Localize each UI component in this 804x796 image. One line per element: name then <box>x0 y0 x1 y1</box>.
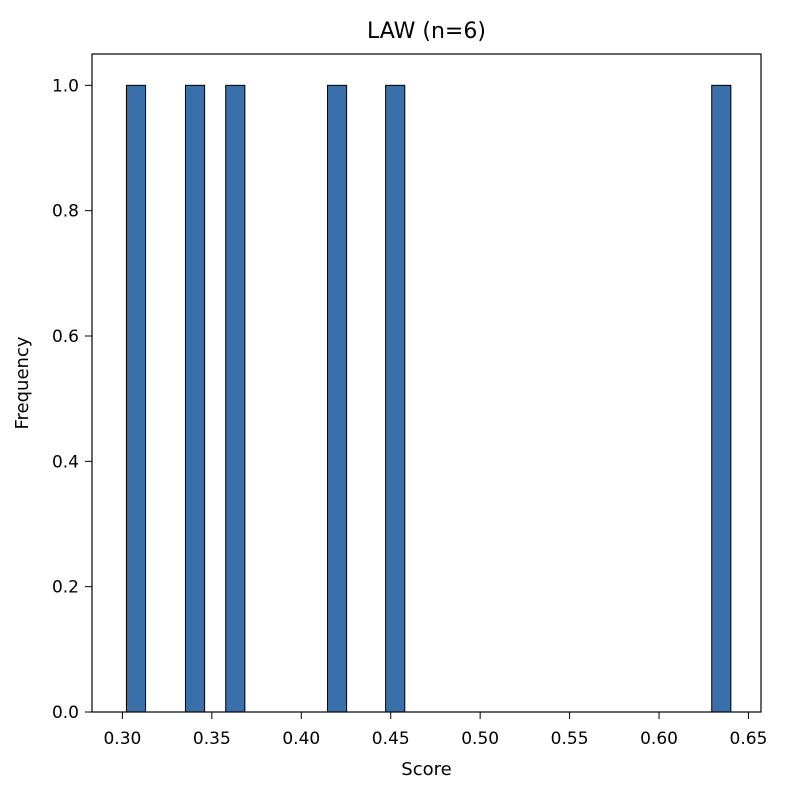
bar-4 <box>326 84 348 713</box>
x-tick-label: 0.40 <box>282 729 320 749</box>
x-axis-label: Score <box>401 759 451 780</box>
y-tick-label: 0.4 <box>52 452 79 472</box>
y-tick-label: 0.6 <box>52 327 79 347</box>
x-tick-label: 0.35 <box>193 729 231 749</box>
x-tick-label: 0.45 <box>372 729 410 749</box>
y-tick-label: 0.8 <box>52 202 79 222</box>
y-axis-label: Frequency <box>12 336 33 429</box>
bar-2 <box>184 84 206 713</box>
x-tick-label: 0.55 <box>551 729 589 749</box>
bar-6 <box>711 84 732 713</box>
chart-title: LAW (n=6) <box>367 19 486 44</box>
x-tick-label: 0.65 <box>730 729 768 749</box>
x-tick-label: 0.60 <box>640 729 678 749</box>
plot-frame <box>91 53 762 713</box>
bar-3 <box>225 84 246 713</box>
y-tick-label: 0.2 <box>52 578 79 598</box>
y-tick-label: 1.0 <box>52 76 79 96</box>
y-tick-label: 0.0 <box>52 703 79 723</box>
bar-5 <box>385 84 406 713</box>
x-tick-label: 0.30 <box>103 729 141 749</box>
y-axis-ticks: 0.0 0.2 0.4 0.6 0.8 1.0 <box>52 76 92 723</box>
bar-1 <box>125 84 147 713</box>
x-tick-label: 0.50 <box>461 729 499 749</box>
x-axis-ticks: 0.30 0.35 0.40 0.45 0.50 0.55 0.60 0.65 <box>103 712 767 749</box>
bars-group <box>125 84 732 713</box>
